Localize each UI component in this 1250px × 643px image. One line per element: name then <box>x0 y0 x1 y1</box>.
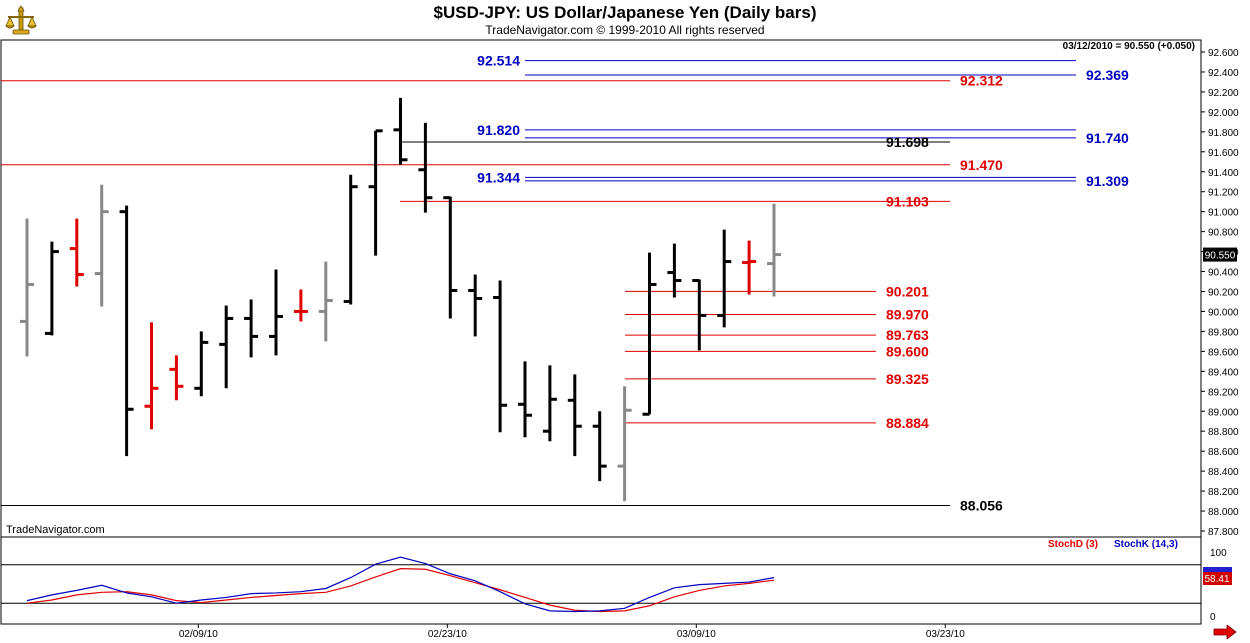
price-bar <box>94 184 109 307</box>
price-bar <box>617 386 632 502</box>
level-label: 88.884 <box>886 415 929 431</box>
level-label: 91.103 <box>886 193 929 209</box>
level-label: 89.325 <box>886 371 929 387</box>
price-tick-label: 90.800 <box>1208 228 1239 239</box>
price-tick-label: 91.400 <box>1208 168 1239 179</box>
level-label: 88.056 <box>960 497 1003 513</box>
level-label: 92.514 <box>477 53 520 69</box>
price-bar <box>269 269 283 356</box>
level-label: 92.369 <box>1086 67 1129 83</box>
stochk-legend-label: StochK (14,3) <box>1114 539 1178 550</box>
price-tick-label: 89.000 <box>1208 407 1239 418</box>
price-bar <box>443 196 458 319</box>
price-bar <box>717 229 732 328</box>
price-tick-label: 91.000 <box>1208 208 1239 219</box>
price-tick-label: 88.600 <box>1208 447 1239 458</box>
stoch-series-line <box>26 556 775 613</box>
price-bar <box>742 240 757 295</box>
price-tick-label: 92.600 <box>1208 48 1239 59</box>
price-bar <box>493 280 508 433</box>
level-label: 91.820 <box>477 122 520 138</box>
price-tick-label: 91.600 <box>1208 148 1239 159</box>
price-tick-label: 89.800 <box>1208 327 1239 338</box>
level-label: 89.763 <box>886 327 929 343</box>
price-tick-label: 88.000 <box>1208 507 1239 518</box>
price-tick-label: 90.200 <box>1208 288 1239 299</box>
stoch-series-line <box>26 568 775 613</box>
price-bar <box>642 252 657 416</box>
price-tick-label: 91.800 <box>1208 128 1239 139</box>
stochd-legend-label: StochD (3) <box>1048 539 1098 550</box>
chart-subtitle: TradeNavigator.com © 1999-2010 All right… <box>485 23 765 37</box>
price-tick-label: 88.200 <box>1208 487 1239 498</box>
price-bar <box>169 355 184 401</box>
price-bar <box>368 129 383 256</box>
date-tick-label: 03/09/10 <box>677 629 716 640</box>
chart-title: $USD-JPY: US Dollar/Japanese Yen (Daily … <box>433 3 817 22</box>
price-bar <box>542 365 557 442</box>
date-tick-label: 03/23/10 <box>926 629 965 640</box>
date-tick-label: 02/23/10 <box>428 629 467 640</box>
price-bar <box>518 361 532 438</box>
price-bar <box>244 299 259 358</box>
price-tick-label: 91.200 <box>1208 188 1239 199</box>
price-bar <box>468 274 483 337</box>
price-bar <box>567 374 582 457</box>
price-tick-label: 87.800 <box>1208 527 1239 538</box>
level-label: 92.312 <box>960 73 1003 89</box>
date-tick-label: 02/09/10 <box>179 629 218 640</box>
level-label: 91.344 <box>477 169 520 185</box>
quote-readout: 03/12/2010 = 90.550 (+0.050) <box>1063 41 1195 52</box>
price-tick-label: 92.000 <box>1208 108 1239 119</box>
stoch-value-box-blue <box>1203 567 1232 576</box>
price-tick-label: 92.200 <box>1208 88 1239 99</box>
price-bar <box>692 279 707 351</box>
level-label: 90.201 <box>886 283 929 299</box>
watermark-label: TradeNavigator.com <box>6 524 105 536</box>
price-tick-label: 88.400 <box>1208 467 1239 478</box>
price-bar <box>592 411 607 482</box>
price-bar <box>318 261 333 342</box>
level-label: 91.740 <box>1086 130 1129 146</box>
stoch-tick-label: 100 <box>1210 548 1227 559</box>
price-bar <box>144 322 159 430</box>
last-price-box <box>1203 247 1237 262</box>
scroll-right-arrow-icon[interactable] <box>1213 625 1237 639</box>
price-bar <box>293 289 308 322</box>
level-label: 91.698 <box>886 134 929 150</box>
price-tick-label: 90.400 <box>1208 268 1239 279</box>
level-label: 91.309 <box>1086 173 1129 189</box>
price-tick-label: 89.600 <box>1208 347 1239 358</box>
price-bar <box>418 122 433 213</box>
price-bar <box>767 203 781 297</box>
price-bar <box>667 243 682 298</box>
price-bar <box>20 218 34 357</box>
stoch-tick-label: 0 <box>1210 612 1216 623</box>
price-tick-label: 88.800 <box>1208 427 1239 438</box>
trade-navigator-logo-icon[interactable] <box>4 4 38 38</box>
price-tick-label: 92.400 <box>1208 68 1239 79</box>
price-tick-label: 90.000 <box>1208 307 1239 318</box>
stoch-last-value: 58.41 <box>1204 574 1229 585</box>
level-label: 89.600 <box>886 343 929 359</box>
price-bar <box>69 218 84 287</box>
price-tick-label: 89.200 <box>1208 387 1239 398</box>
price-bar <box>393 97 408 165</box>
price-bar <box>343 174 358 305</box>
level-label: 89.970 <box>886 306 929 322</box>
price-bar <box>219 305 234 389</box>
stoch-value-box <box>1203 572 1232 585</box>
price-bar <box>119 205 134 457</box>
price-tick-label: 89.400 <box>1208 367 1239 378</box>
price-bar <box>194 331 209 397</box>
price-bar <box>44 241 59 336</box>
last-price-label: 90.550 <box>1205 251 1236 262</box>
level-label: 91.470 <box>960 157 1003 173</box>
